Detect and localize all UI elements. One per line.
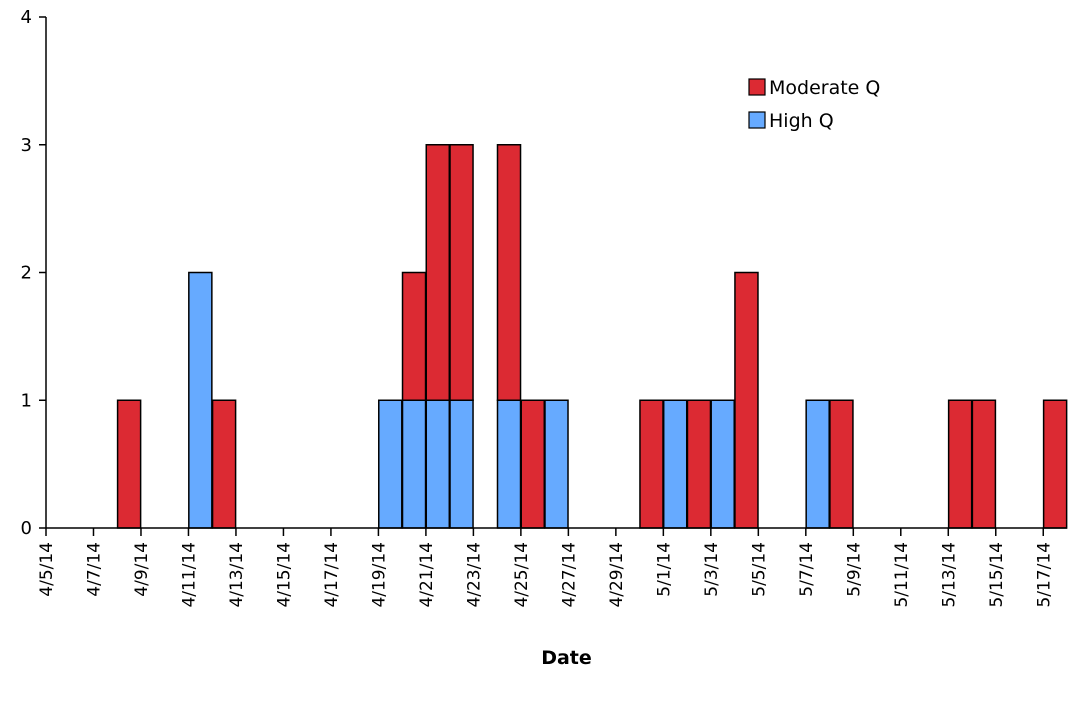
bar-moderate-q-19 <box>496 144 522 401</box>
x-tick-label: 4/11/14 <box>179 542 199 608</box>
x-tick-label: 4/15/14 <box>274 542 294 608</box>
x-tick-label: 4/9/14 <box>132 542 152 597</box>
x-axis-title: Date <box>541 647 592 669</box>
x-tick-label: 4/7/14 <box>84 542 104 597</box>
x-tick-label: 4/25/14 <box>512 542 532 608</box>
bar-moderate-q-38 <box>947 399 973 529</box>
bar-moderate-q-42 <box>1042 399 1068 529</box>
x-tick-label: 4/27/14 <box>559 542 579 608</box>
legend: Moderate Q High Q <box>748 77 880 132</box>
bar-moderate-q-27 <box>686 399 712 529</box>
bar-moderate-q-39 <box>971 399 997 529</box>
bar-high-q-21 <box>544 399 569 529</box>
bar-moderate-q-16 <box>425 144 451 401</box>
y-tick-label: 2 <box>21 263 32 284</box>
bar-high-q-16 <box>425 399 451 529</box>
y-tick-label: 3 <box>21 135 32 156</box>
bar-high-q-32 <box>805 399 830 529</box>
bar-moderate-q-25 <box>639 399 664 529</box>
bar-moderate-q-33 <box>829 399 854 529</box>
x-tick-label: 4/5/14 <box>37 542 57 597</box>
bar-high-q-28 <box>710 399 735 529</box>
x-tick-label: 4/29/14 <box>607 542 627 608</box>
bar-high-q-6 <box>188 271 213 529</box>
bar-high-q-14 <box>378 399 403 529</box>
y-axis-ticks: 0 1 2 3 4 <box>21 7 46 539</box>
bar-moderate-q-7 <box>211 399 237 529</box>
legend-swatch <box>748 78 766 96</box>
x-tick-label: 4/21/14 <box>417 542 437 608</box>
legend-swatch <box>748 111 766 129</box>
y-tick-label: 1 <box>21 390 32 411</box>
x-tick-label: 5/11/14 <box>892 542 912 608</box>
bar-moderate-q-15 <box>401 271 427 401</box>
y-tick-label: 0 <box>21 518 32 539</box>
x-tick-label: 5/17/14 <box>1034 542 1054 608</box>
legend-label: Moderate Q <box>769 77 880 99</box>
bars-layer <box>116 144 1068 529</box>
x-tick-label: 5/13/14 <box>939 542 959 608</box>
bar-high-q-26 <box>662 399 688 529</box>
x-tick-label: 5/1/14 <box>654 542 674 597</box>
bar-moderate-q-29 <box>734 271 759 529</box>
x-tick-label: 4/13/14 <box>227 542 247 608</box>
bar-moderate-q-20 <box>520 399 546 529</box>
x-tick-label: 4/23/14 <box>464 542 484 608</box>
x-axis-ticks: 4/5/14 4/7/14 4/9/14 4/11/14 4/13/14 4/15/14 4… <box>37 528 1054 608</box>
y-tick-label: 4 <box>21 7 32 28</box>
bar-moderate-q-17 <box>449 144 474 401</box>
x-tick-label: 5/15/14 <box>987 542 1007 608</box>
bar-high-q-17 <box>449 399 474 529</box>
legend-label: High Q <box>769 110 834 132</box>
x-tick-label: 5/5/14 <box>749 542 769 597</box>
bar-high-q-19 <box>496 399 522 529</box>
x-tick-label: 5/3/14 <box>702 542 722 597</box>
x-tick-label: 5/9/14 <box>844 542 864 597</box>
bar-high-q-15 <box>401 399 427 529</box>
bar-moderate-q-3 <box>116 399 142 529</box>
x-tick-label: 4/19/14 <box>369 542 389 608</box>
x-tick-label: 5/7/14 <box>797 542 817 597</box>
x-tick-label: 4/17/14 <box>322 542 342 608</box>
